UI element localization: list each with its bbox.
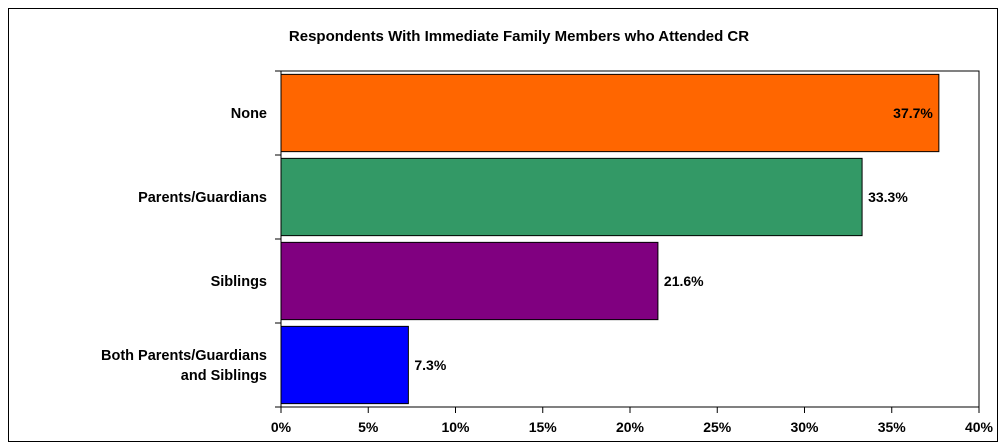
x-tick-label: 10% [441, 419, 470, 435]
x-tick-label: 35% [878, 419, 907, 435]
data-label: 21.6% [664, 273, 704, 289]
data-label: 37.7% [893, 105, 933, 121]
chart-title: Respondents With Immediate Family Member… [289, 28, 749, 45]
bar [280, 73, 940, 153]
x-tick-label: 40% [965, 419, 994, 435]
x-tick-label: 25% [703, 419, 732, 435]
data-labels: 37.7% 33.3% 21.6% 7.3% [414, 105, 933, 373]
category-label: Both Parents/Guardians and Siblings [101, 348, 267, 384]
category-label: None [231, 106, 267, 122]
x-tick-label: 15% [529, 419, 558, 435]
category-label: Siblings [211, 274, 267, 290]
chart-frame: Respondents With Immediate Family Member… [8, 8, 998, 442]
bar [280, 325, 409, 405]
bar [280, 157, 863, 237]
bars [280, 73, 940, 405]
x-axis-ticks: 0% 5% 10% 15% 20% 25% 30% 35% 40% [271, 407, 994, 435]
x-tick-label: 30% [790, 419, 819, 435]
bar-chart: Respondents With Immediate Family Member… [101, 28, 994, 435]
x-tick-label: 5% [358, 419, 379, 435]
data-label: 7.3% [414, 357, 446, 373]
y-axis-ticks [275, 70, 281, 408]
category-label: Parents/Guardians [138, 190, 267, 206]
category-labels: None Parents/Guardians Siblings Both Parent… [101, 106, 267, 384]
x-tick-label: 20% [616, 419, 645, 435]
x-tick-label: 0% [271, 419, 292, 435]
data-label: 33.3% [868, 189, 908, 205]
bar [280, 241, 659, 321]
